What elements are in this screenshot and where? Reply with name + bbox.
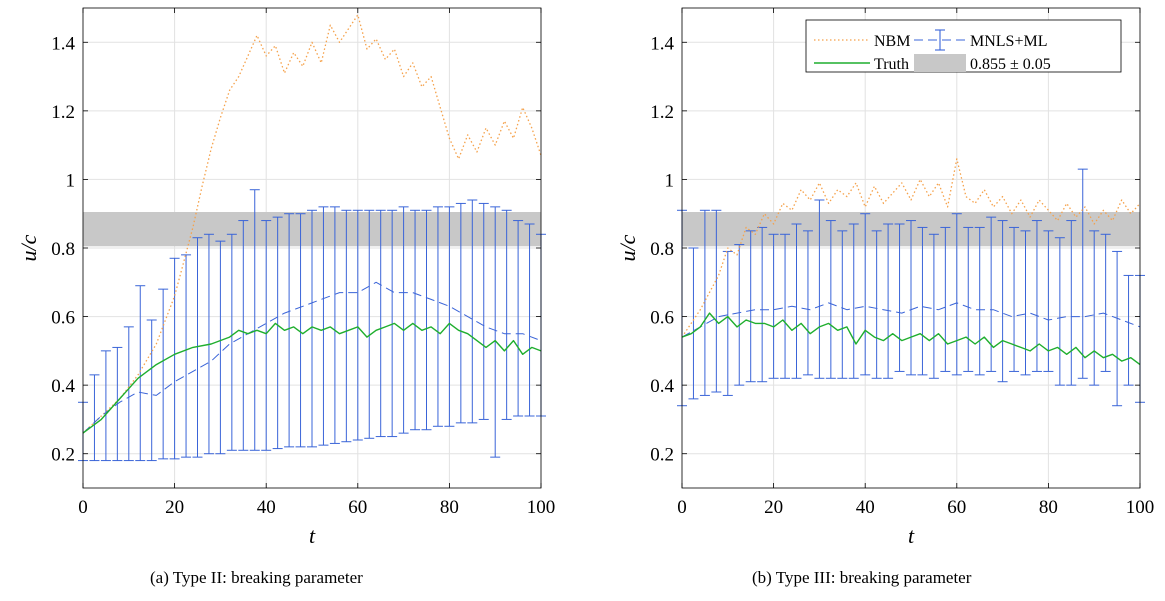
series-line-truth (82, 322, 542, 434)
legend-nbm-label: NBM (874, 33, 910, 50)
caption-a: (a) Type II: breaking parameter (150, 568, 363, 587)
x-tick-label: 60 (947, 497, 966, 518)
x-axis-label: t (908, 523, 915, 548)
y-tick-label: 0.6 (51, 308, 75, 329)
x-tick-label: 0 (78, 497, 88, 518)
legend: NBM MNLS+ML Truth 0.855 ± 0.05 (805, 19, 1122, 73)
y-tick-label: 0.6 (650, 308, 674, 329)
x-tick-label: 0 (677, 497, 687, 518)
y-tick-label: 0.2 (650, 445, 674, 466)
legend-band-label: 0.855 ± 0.05 (970, 56, 1051, 73)
x-tick-label: 60 (348, 497, 367, 518)
x-tick-label: 20 (165, 497, 184, 518)
legend-truth-label: Truth (874, 56, 909, 73)
y-tick-label: 1.4 (650, 33, 674, 54)
y-tick-label: 0.8 (650, 239, 674, 260)
series-line-truth (681, 312, 1141, 366)
y-axis-label: u/c (16, 234, 41, 261)
x-tick-label: 40 (856, 497, 875, 518)
x-tick-label: 100 (1126, 497, 1155, 518)
series-line-nbm (681, 158, 1141, 338)
y-axis-label: u/c (615, 234, 640, 261)
y-tick-label: 1.2 (51, 102, 75, 123)
legend-mnls-label: MNLS+ML (970, 33, 1047, 50)
y-tick-label: 0.4 (650, 376, 674, 397)
legend-band-swatch (914, 54, 966, 72)
x-tick-label: 80 (1039, 497, 1058, 518)
x-tick-label: 20 (764, 497, 783, 518)
series-line-mnls-ml (681, 302, 1141, 338)
y-tick-label: 1 (66, 170, 76, 191)
y-tick-label: 1.4 (51, 33, 75, 54)
series-line-mnls-ml (82, 281, 542, 434)
y-tick-label: 0.2 (51, 445, 75, 466)
x-tick-label: 80 (440, 497, 459, 518)
caption-b: (b) Type III: breaking parameter (752, 568, 972, 587)
x-tick-label: 40 (257, 497, 276, 518)
chart-panel-b: 0 20 40 60 80 100 0.2 0.4 0.6 0.8 1 1.2 1.4 t u/c (615, 7, 1155, 548)
y-tick-label: 0.8 (51, 239, 75, 260)
x-axis-label: t (309, 523, 316, 548)
x-tick-label: 100 (527, 497, 556, 518)
chart-panel-a: 0 20 40 60 80 100 0.2 0.4 0.6 0.8 1 1.2 1.4 t u/c (16, 7, 556, 548)
y-tick-label: 1.2 (650, 102, 674, 123)
y-tick-label: 0.4 (51, 376, 75, 397)
y-tick-label: 1 (665, 170, 675, 191)
